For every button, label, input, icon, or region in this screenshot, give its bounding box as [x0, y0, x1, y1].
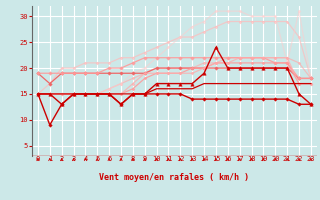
- X-axis label: Vent moyen/en rafales ( km/h ): Vent moyen/en rafales ( km/h ): [100, 173, 249, 182]
